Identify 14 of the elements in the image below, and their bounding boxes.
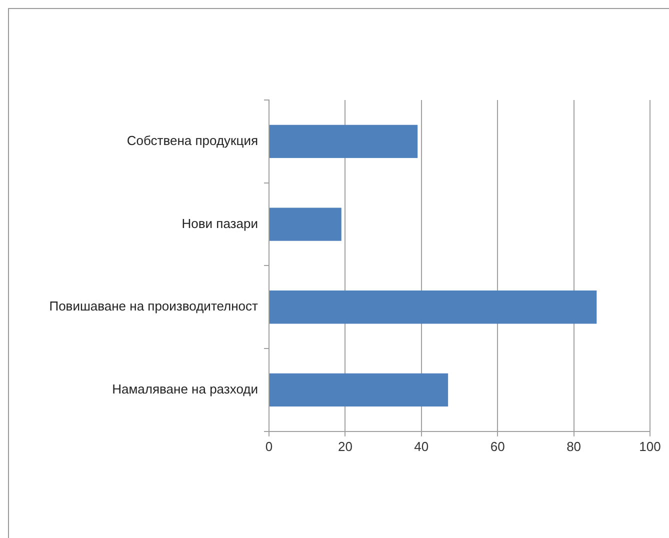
y-tick-label: Повишаване на производителност — [49, 298, 258, 314]
bar — [270, 290, 597, 324]
x-tick-label: 80 — [566, 438, 582, 454]
x-tick-label: 20 — [338, 438, 352, 454]
y-tick-label: Нови пазари — [182, 216, 258, 231]
bar — [270, 373, 448, 407]
x-tick-label: 0 — [265, 438, 273, 454]
x-tick-label: 100 — [639, 438, 661, 454]
y-tick-label: Собствена продукция — [126, 133, 258, 148]
x-tick-label: 60 — [490, 438, 505, 454]
x-tick-label: 40 — [414, 438, 429, 454]
bar — [270, 124, 418, 158]
bar — [270, 208, 342, 241]
y-tick-label: Намаляване на разходи — [112, 382, 258, 397]
